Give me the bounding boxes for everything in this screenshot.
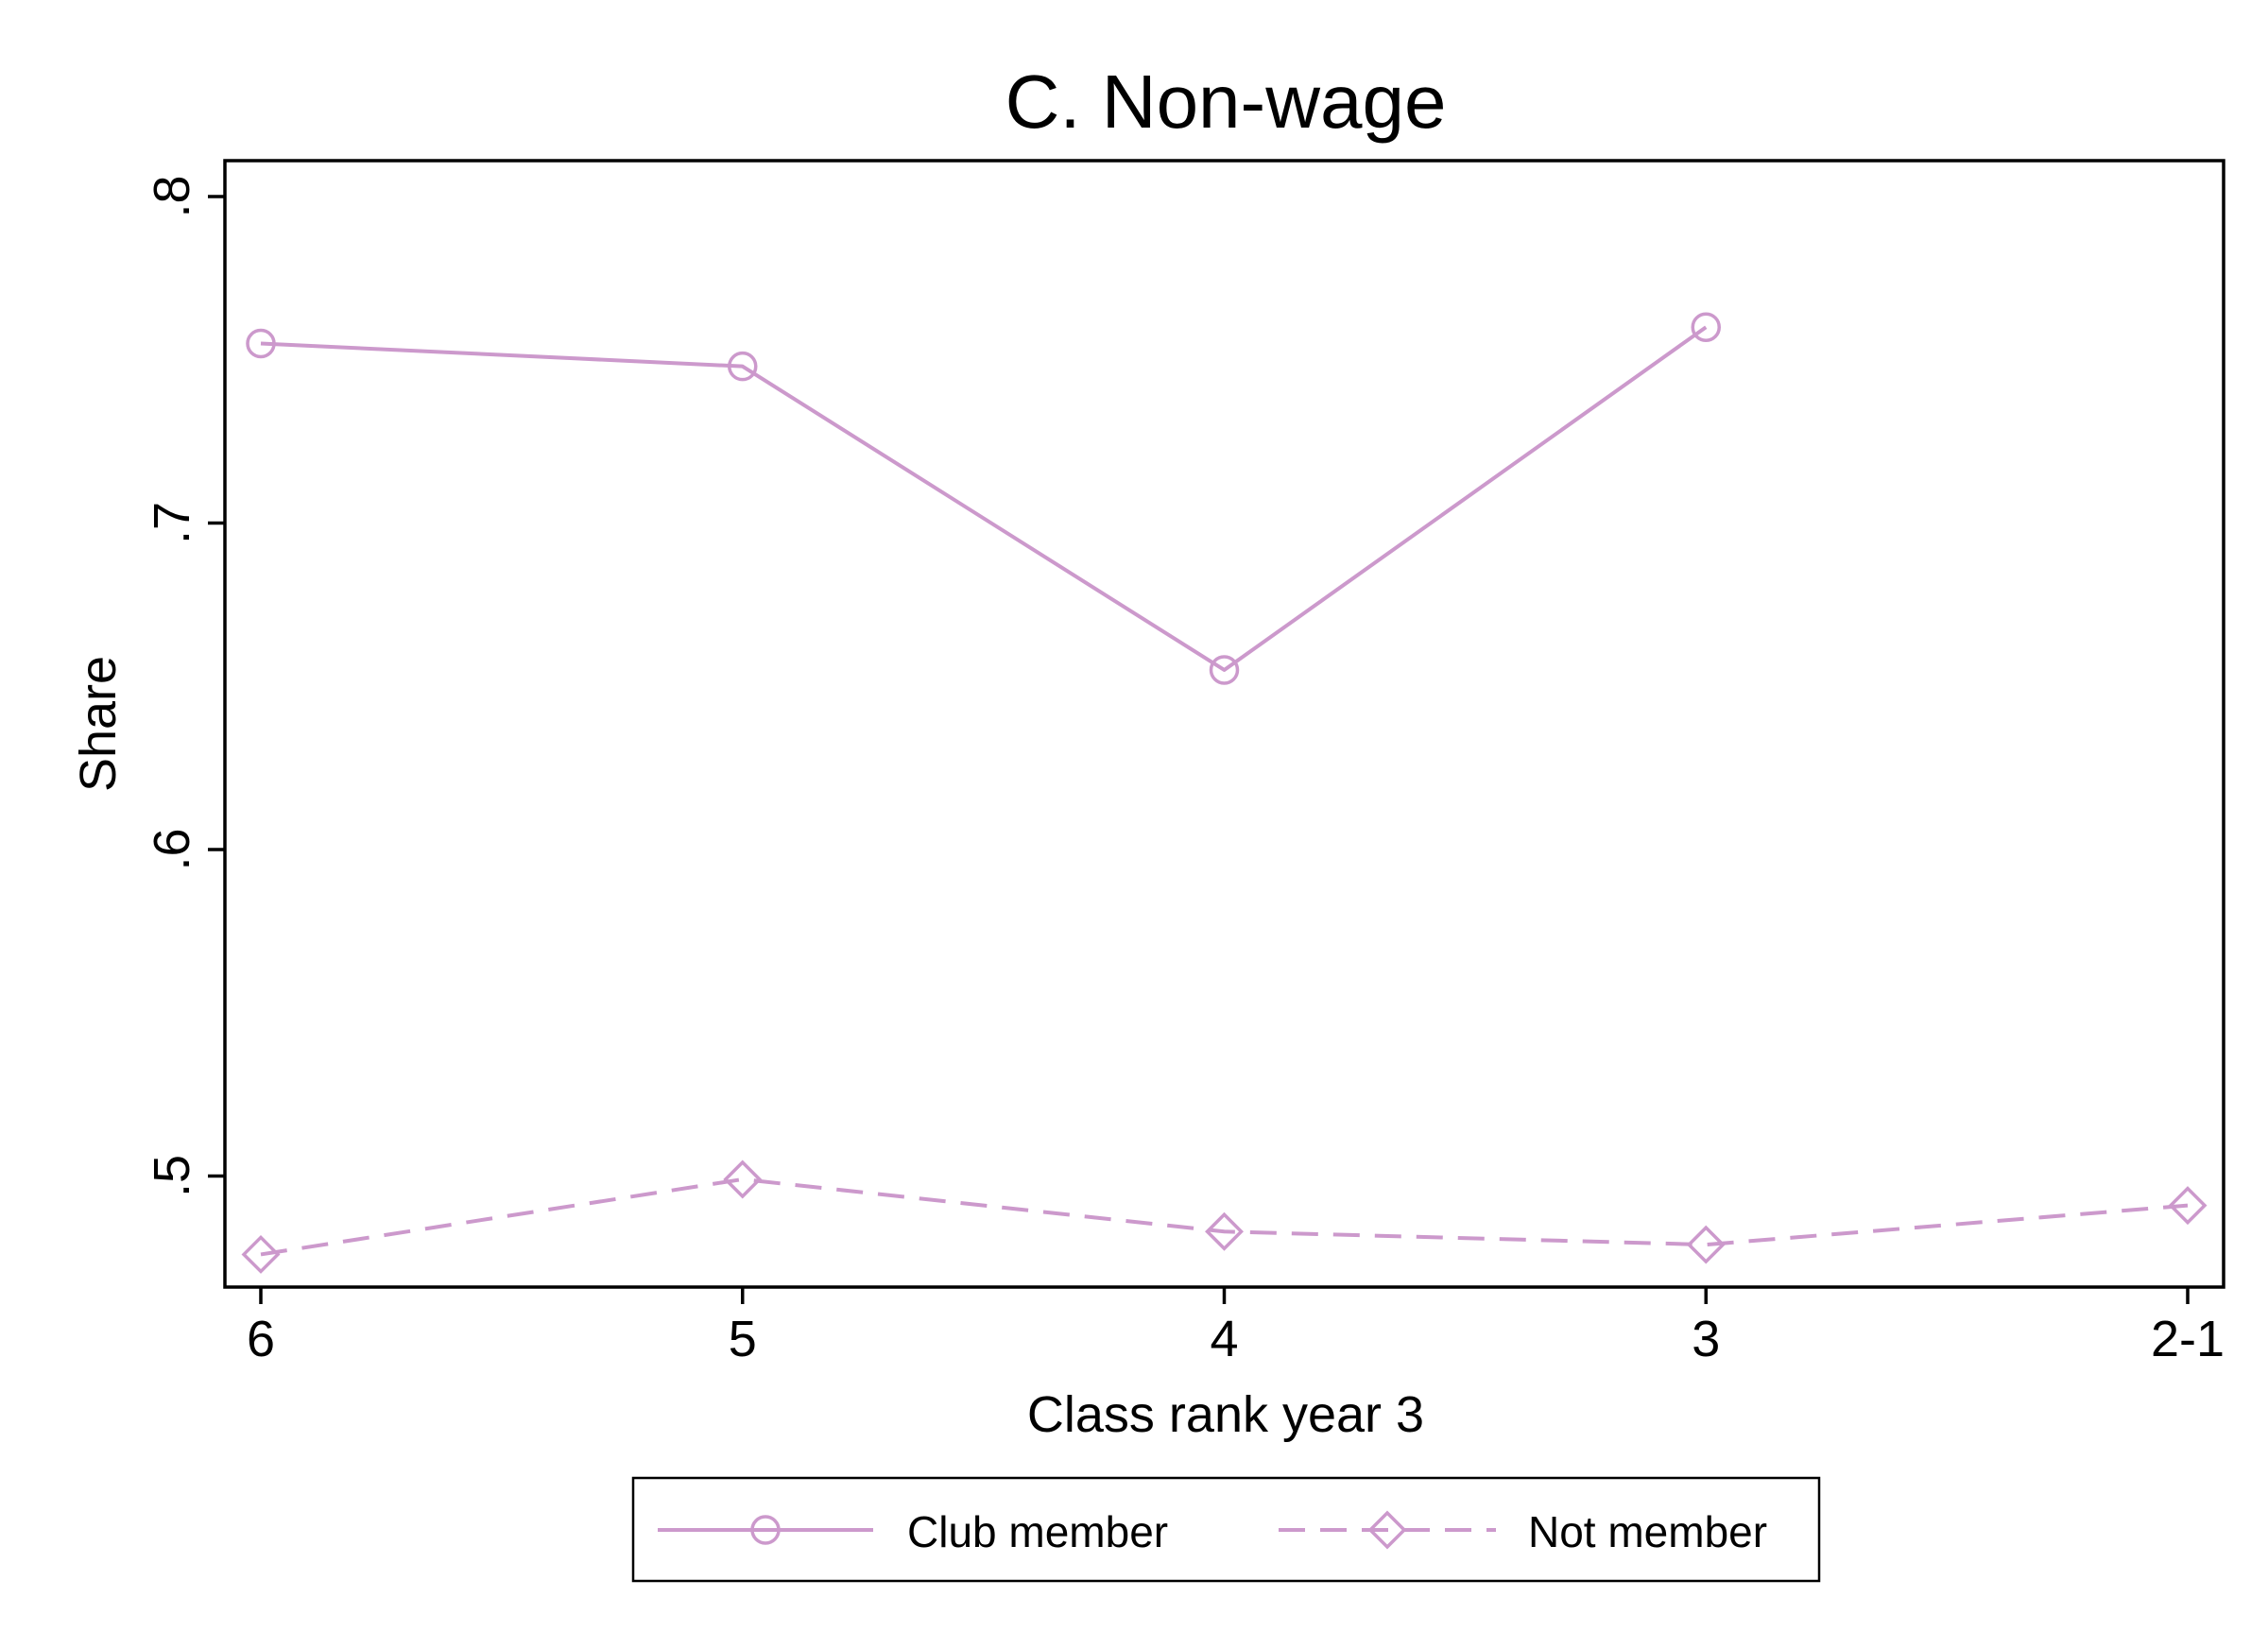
data-point-not-member (1686, 1225, 1726, 1264)
legend-marker-club-member (750, 1515, 781, 1545)
legend-entry-not-member: Not member (1279, 1507, 1767, 1556)
data-point-club-member (1209, 655, 1240, 685)
data-point-club-member (246, 328, 276, 359)
data-point-club-member (1691, 312, 1721, 342)
x-tick-label: 3 (1692, 1311, 1720, 1367)
x-axis-label: Class rank year 3 (1027, 1386, 1424, 1443)
y-axis-label: Share (70, 656, 127, 792)
data-point-not-member (723, 1159, 763, 1199)
data-point-not-member (2168, 1186, 2208, 1226)
series-layer (241, 312, 2208, 1274)
legend-label-club-member: Club member (907, 1507, 1168, 1556)
legend-entry-club-member: Club member (658, 1507, 1168, 1556)
data-point-not-member (241, 1234, 281, 1274)
y-tick-label: .6 (144, 828, 200, 870)
legend: Club member Not member (631, 1476, 1821, 1583)
x-tick-label: 2-1 (2151, 1311, 2225, 1367)
legend-label-not-member: Not member (1528, 1507, 1767, 1556)
x-axis: 6 5 4 3 2-1 (247, 1287, 2225, 1367)
y-tick-label: .7 (144, 502, 200, 544)
chart-title: C. Non-wage (1005, 60, 1447, 144)
y-tick-label: .8 (144, 175, 200, 217)
x-tick-label: 6 (247, 1311, 275, 1367)
series-line-not-member (260, 1177, 2189, 1257)
x-tick-label: 5 (729, 1311, 757, 1367)
y-axis: .5 .6 .7 .8 (144, 175, 225, 1197)
data-point-not-member (1205, 1211, 1244, 1251)
legend-marker-not-member (1367, 1510, 1407, 1550)
series-line-club-member (260, 325, 1708, 672)
x-tick-label: 4 (1210, 1311, 1238, 1367)
data-point-club-member (728, 351, 758, 382)
plot-area (223, 159, 2225, 1289)
y-tick-label: .5 (144, 1155, 200, 1197)
